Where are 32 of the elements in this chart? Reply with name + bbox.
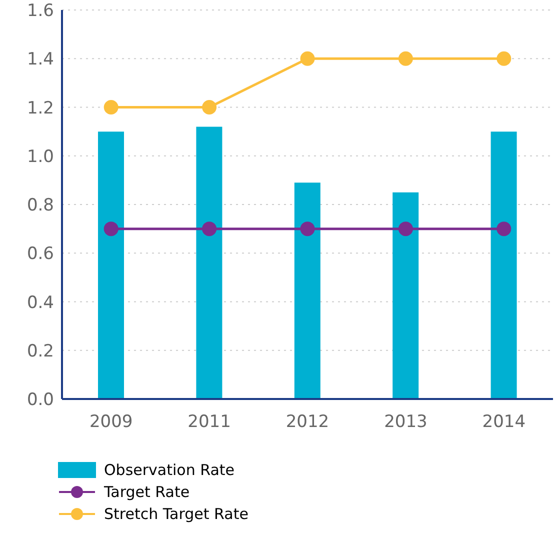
point <box>496 222 512 236</box>
bar <box>98 132 124 399</box>
y-tick-label: 1.2 <box>26 98 54 118</box>
x-tick-label: 2013 <box>384 412 428 432</box>
point <box>300 222 315 236</box>
y-tick-label: 0.0 <box>26 390 54 410</box>
point <box>398 222 413 236</box>
point <box>104 100 118 114</box>
point <box>300 51 315 66</box>
x-tick-label: 2012 <box>286 412 330 432</box>
point <box>496 51 512 66</box>
y-tick-label: 0.6 <box>26 244 54 264</box>
legend-label: Stretch Target Rate <box>104 505 248 523</box>
bar <box>392 192 419 399</box>
point <box>202 222 217 236</box>
point <box>398 51 413 66</box>
y-tick-label: 0.2 <box>26 341 54 362</box>
y-tick-label: 1.6 <box>26 1 54 22</box>
legend-label: Target Rate <box>104 483 190 501</box>
x-tick-label: 2009 <box>89 412 133 432</box>
bar <box>490 132 517 399</box>
point <box>104 222 118 236</box>
legend-label: Observation Rate <box>104 461 235 479</box>
y-tick-label: 1.4 <box>26 50 54 70</box>
y-tick-label: 1.0 <box>26 146 54 167</box>
y-tick-label: 0.4 <box>26 292 54 313</box>
bar <box>294 182 320 399</box>
bar <box>196 126 222 399</box>
x-tick-label: 2011 <box>188 412 231 432</box>
x-tick-label: 2014 <box>482 412 526 432</box>
y-tick-label: 0.8 <box>26 196 54 216</box>
point <box>202 100 217 114</box>
